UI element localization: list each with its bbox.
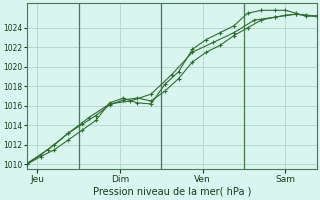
X-axis label: Pression niveau de la mer( hPa ): Pression niveau de la mer( hPa )	[92, 187, 251, 197]
